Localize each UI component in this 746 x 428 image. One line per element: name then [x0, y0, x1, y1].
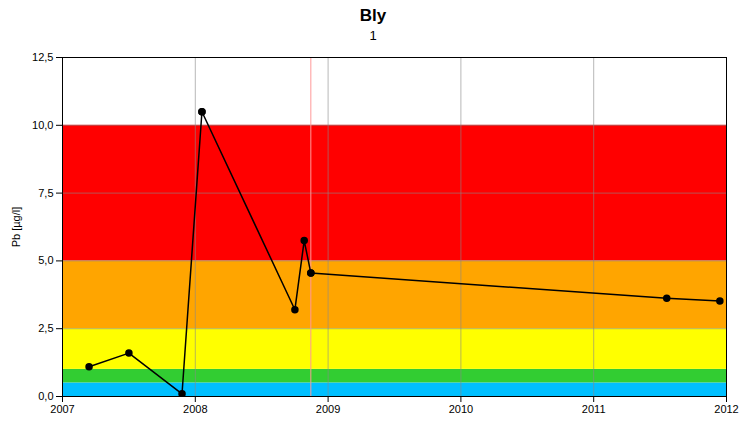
svg-text:12,5: 12,5 [32, 51, 53, 63]
svg-text:5,0: 5,0 [38, 254, 53, 266]
html-text:Bly: Bly [359, 6, 387, 25]
svg-text:2009: 2009 [316, 403, 340, 415]
svg-text:10,0: 10,0 [32, 119, 53, 131]
svg-text:2,5: 2,5 [38, 322, 53, 334]
html-text:1: 1 [369, 28, 377, 43]
svg-text:2011: 2011 [582, 403, 606, 415]
svg-text:0,0: 0,0 [38, 390, 53, 402]
svg-text:2010: 2010 [449, 403, 473, 415]
svg-text:Pb [µg/l]: Pb [µg/l] [10, 207, 22, 248]
svg-text:2012: 2012 [714, 403, 738, 415]
svg-text:2007: 2007 [50, 403, 74, 415]
svg-text:2008: 2008 [183, 403, 207, 415]
svg-text:7,5: 7,5 [38, 187, 53, 199]
